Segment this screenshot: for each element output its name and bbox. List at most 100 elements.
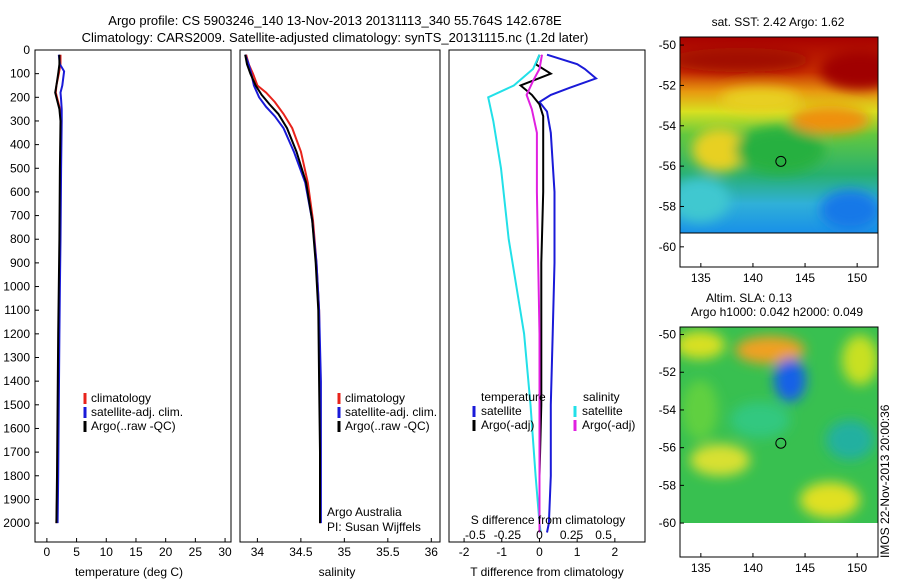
map-x-tick-label: 140 — [743, 561, 763, 575]
legend-header-temperature: temperature — [481, 390, 546, 404]
x-tick-label: -2 — [459, 545, 470, 559]
series-line-climatology — [245, 54, 321, 524]
difference-legend: temperature salinitysatelliteArgo(-adj)sa… — [472, 390, 635, 432]
y-tick-label: 100 — [10, 67, 30, 81]
x-tick-label: 10 — [100, 545, 114, 559]
sla-map-y-axis: -50 -52 -54 -56 -58 -60 — [659, 328, 684, 530]
series-line-argo-raw-qc- — [244, 54, 321, 524]
map-x-tick-label: 135 — [691, 271, 711, 285]
x-tick-label: 20 — [159, 545, 173, 559]
x-tick-label: 35.5 — [376, 545, 400, 559]
map-y-tick-label: -58 — [659, 478, 677, 492]
x-tick-label: 2 — [612, 545, 619, 559]
map-y-tick-label: -50 — [659, 38, 677, 52]
y-tick-label: 1500 — [3, 398, 30, 412]
legend-entry: Argo(..raw -QC) — [91, 419, 176, 433]
legend-entry: climatology — [345, 391, 405, 405]
difference-x-axis: -2 -1 0 1 2 — [459, 538, 619, 559]
x-tick-label: -1 — [496, 545, 507, 559]
y-tick-label: 1400 — [3, 374, 30, 388]
diff-series-salinity-argo-adj- — [525, 54, 543, 533]
y-tick-label: 2000 — [3, 516, 30, 530]
sla-map-frame — [679, 326, 879, 558]
salinity-series — [244, 54, 322, 524]
sst-argo-position-marker — [775, 155, 787, 167]
series-line-argo-raw-qc- — [54, 54, 62, 524]
s-tick-label: 0 — [536, 528, 543, 542]
map-y-tick-label: -52 — [659, 365, 677, 379]
temperature-y-axis: 0 100 200 300 400 500 600 700 800 900 1000 1100 1200… — [3, 43, 39, 530]
sla-heatmap — [680, 327, 878, 523]
map-y-tick-label: -54 — [659, 119, 677, 133]
y-tick-label: 1200 — [3, 327, 30, 341]
x-tick-label: 30 — [218, 545, 232, 559]
y-tick-label: 700 — [10, 209, 30, 223]
difference-plot-frame — [448, 49, 646, 543]
s-tick-label: 0.25 — [560, 528, 584, 542]
y-tick-label: 1700 — [3, 445, 30, 459]
y-tick-label: 1600 — [3, 421, 30, 435]
y-tick-label: 600 — [10, 185, 30, 199]
sla-argo-position-marker — [775, 437, 787, 449]
y-tick-label: 400 — [10, 138, 30, 152]
map-x-tick-label: 145 — [795, 271, 815, 285]
y-tick-label: 300 — [10, 114, 30, 128]
map-x-tick-label: 150 — [847, 271, 867, 285]
legend-entry: satellite — [582, 404, 623, 418]
map-y-tick-label: -58 — [659, 199, 677, 213]
map-y-tick-label: -54 — [659, 403, 677, 417]
x-tick-label: 0 — [44, 545, 51, 559]
map-y-tick-label: -60 — [659, 240, 677, 254]
sst-map-lower-frame — [679, 232, 879, 268]
y-tick-label: 800 — [10, 232, 30, 246]
y-tick-label: 1000 — [3, 280, 30, 294]
sla-map-x-axis: 135 140 145 150 — [691, 553, 867, 575]
legend-entry: Argo(..raw -QC) — [345, 419, 430, 433]
legend-entry: Argo(-adj) — [481, 418, 534, 432]
x-tick-label: 15 — [129, 545, 143, 559]
x-tick-label: 36 — [425, 545, 439, 559]
x-tick-label: 34.5 — [289, 545, 313, 559]
diff-series-salinity-satellite — [487, 54, 542, 533]
y-tick-label: 0 — [23, 43, 30, 57]
legend-entry: climatology — [91, 391, 151, 405]
x-tick-label: 35 — [338, 545, 352, 559]
legend-header-salinity: salinity — [583, 390, 620, 404]
legend-entry: satellite-adj. clim. — [345, 405, 437, 419]
difference-panel: -2 -1 0 1 2 S difference from climatology -0… — [448, 49, 646, 579]
temperature-x-axis: 0 5 10 15 20 25 30 — [44, 538, 232, 559]
series-line-satellite-adj-clim- — [56, 54, 66, 524]
diff-series-temperature-satellite — [538, 53, 598, 533]
temperature-series — [54, 54, 66, 524]
map-y-tick-label: -60 — [659, 516, 677, 530]
x-tick-label: 0 — [536, 545, 543, 559]
salinity-x-label: salinity — [319, 565, 356, 579]
y-tick-label: 1800 — [3, 469, 30, 483]
x-tick-label: 5 — [73, 545, 80, 559]
s-tick-label: -0.25 — [494, 528, 522, 542]
y-tick-label: 1900 — [3, 492, 30, 506]
temperature-x-label: temperature (deg C) — [75, 565, 183, 579]
map-y-tick-label: -56 — [659, 441, 677, 455]
y-tick-label: 900 — [10, 256, 30, 270]
map-x-tick-label: 140 — [743, 271, 763, 285]
t-difference-label: T difference from climatology — [470, 565, 624, 579]
map-y-tick-label: -56 — [659, 159, 677, 173]
salinity-x-axis: 34 34.5 35 35.5 36 — [251, 538, 439, 559]
sst-map-x-axis: 135 140 145 150 — [691, 263, 867, 285]
sst-map-y-axis: -50 -52 -54 -56 -58 -60 — [659, 38, 684, 254]
pi-annotation: PI: Susan Wijffels — [327, 520, 421, 534]
x-tick-label: 25 — [189, 545, 203, 559]
temperature-panel: 0100200300400500600700800900100011001200… — [3, 43, 232, 579]
sla-map-panel: Altim. SLA: 0.13 Argo h1000: 0.042 h2000… — [659, 291, 879, 575]
sst-map-panel: sat. SST: 2.42 Argo: 1.62 -50-52-54-56-5… — [659, 15, 879, 285]
sla-map-title: Altim. SLA: 0.13 — [706, 291, 792, 305]
salinity-plot-frame — [239, 49, 441, 543]
sst-heatmap — [680, 37, 878, 233]
map-y-tick-label: -52 — [659, 78, 677, 92]
y-tick-label: 1300 — [3, 351, 30, 365]
legend-entry: Argo(-adj) — [582, 418, 635, 432]
legend-entry: satellite-adj. clim. — [91, 405, 183, 419]
